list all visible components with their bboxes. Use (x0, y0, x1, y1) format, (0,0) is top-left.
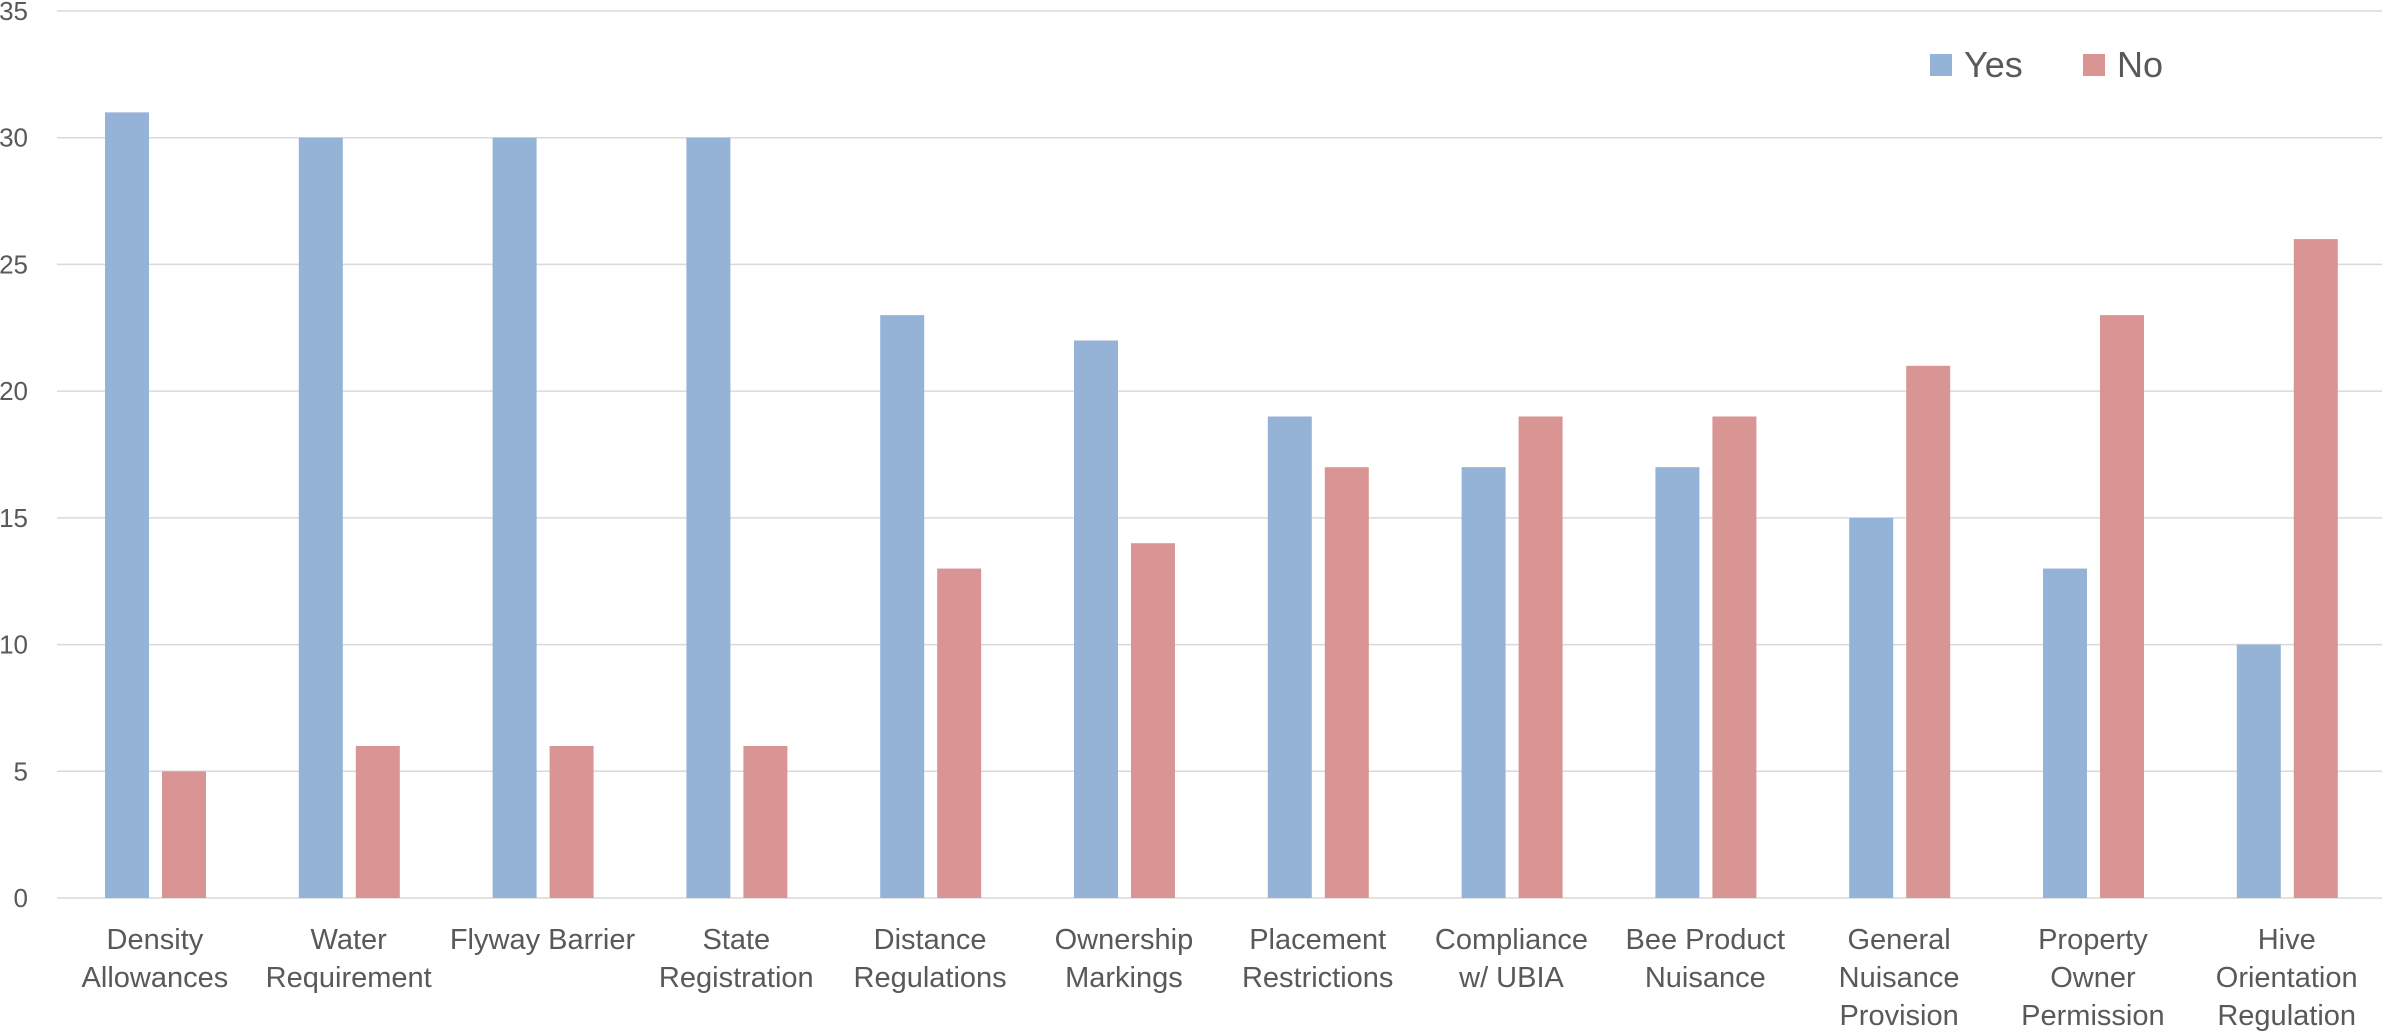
bar-yes-7 (1461, 467, 1506, 898)
legend-label-no: No (2117, 44, 2163, 85)
bar-no-11 (2293, 239, 2338, 899)
y-axis-ticks: 0 5 10 15 20 25 30 35 (0, 0, 28, 913)
category-label: Registration (659, 962, 814, 994)
bar-yes-4 (880, 315, 925, 899)
bar-no-0 (162, 771, 206, 898)
bar-yes-5 (1074, 340, 1118, 898)
category-label: State (702, 924, 770, 956)
bar-yes-8 (1655, 467, 1700, 898)
bar-no-6 (1324, 467, 1369, 898)
y-tick-label: 15 (0, 503, 28, 533)
category-label: Compliance (1435, 924, 1588, 956)
bar-yes-10 (2043, 568, 2087, 898)
category-label: Markings (1065, 962, 1183, 994)
bar-no-4 (937, 568, 982, 898)
x-axis-labels: Density Allowances Water Requirement Flyway … (82, 924, 2358, 1032)
category-label: Property (2038, 924, 2148, 956)
y-tick-label: 30 (0, 123, 28, 153)
category-label: Ownership (1055, 924, 1194, 956)
bar-no-9 (1906, 365, 1951, 898)
y-tick-label: 10 (0, 630, 28, 660)
category-label: w/ UBIA (1458, 962, 1564, 994)
category-label: Distance (874, 924, 987, 956)
y-tick-label: 35 (0, 0, 28, 26)
y-tick-label: 20 (0, 376, 28, 406)
legend-swatch-no (2083, 54, 2105, 76)
bars (105, 112, 2338, 899)
category-label: General (1848, 924, 1951, 956)
category-label: Density (107, 924, 204, 956)
category-label: Nuisance (1645, 962, 1766, 994)
bar-no-5 (1131, 543, 1175, 898)
bar-yes-6 (1267, 416, 1312, 898)
category-label: Provision (1839, 1000, 1958, 1032)
legend-swatch-yes (1930, 54, 1952, 76)
category-label: Orientation (2216, 962, 2358, 994)
bar-yes-11 (2236, 644, 2281, 898)
category-label: Requirement (266, 962, 432, 994)
category-label: Hive (2258, 924, 2316, 956)
category-label: Water (311, 924, 388, 956)
y-tick-label: 0 (14, 883, 28, 913)
category-label: Flyway Barrier (450, 924, 636, 956)
category-label: Bee Product (1625, 924, 1785, 956)
bar-no-8 (1712, 416, 1757, 898)
category-label: Restrictions (1242, 962, 1394, 994)
bar-no-10 (2100, 315, 2144, 899)
bar-no-3 (743, 745, 788, 898)
y-tick-label: 25 (0, 249, 28, 279)
bar-yes-9 (1849, 517, 1894, 898)
category-label: Regulations (854, 962, 1007, 994)
gridlines (57, 10, 2382, 899)
bar-yes-0 (105, 112, 149, 898)
category-label: Regulation (2217, 1000, 2356, 1032)
category-label: Permission (2021, 1000, 2164, 1032)
bar-yes-3 (686, 137, 731, 898)
bar-yes-2 (492, 137, 537, 898)
bar-no-7 (1518, 416, 1563, 898)
bar-no-1 (355, 745, 400, 898)
bar-yes-1 (298, 137, 343, 898)
legend: Yes No (1930, 44, 2163, 85)
category-label: Nuisance (1839, 962, 1960, 994)
category-label: Owner (2050, 962, 2136, 994)
legend-label-yes: Yes (1964, 44, 2023, 85)
category-label: Placement (1249, 924, 1386, 956)
y-tick-label: 5 (14, 756, 28, 786)
bar-no-2 (549, 745, 594, 898)
category-label: Allowances (82, 962, 229, 994)
